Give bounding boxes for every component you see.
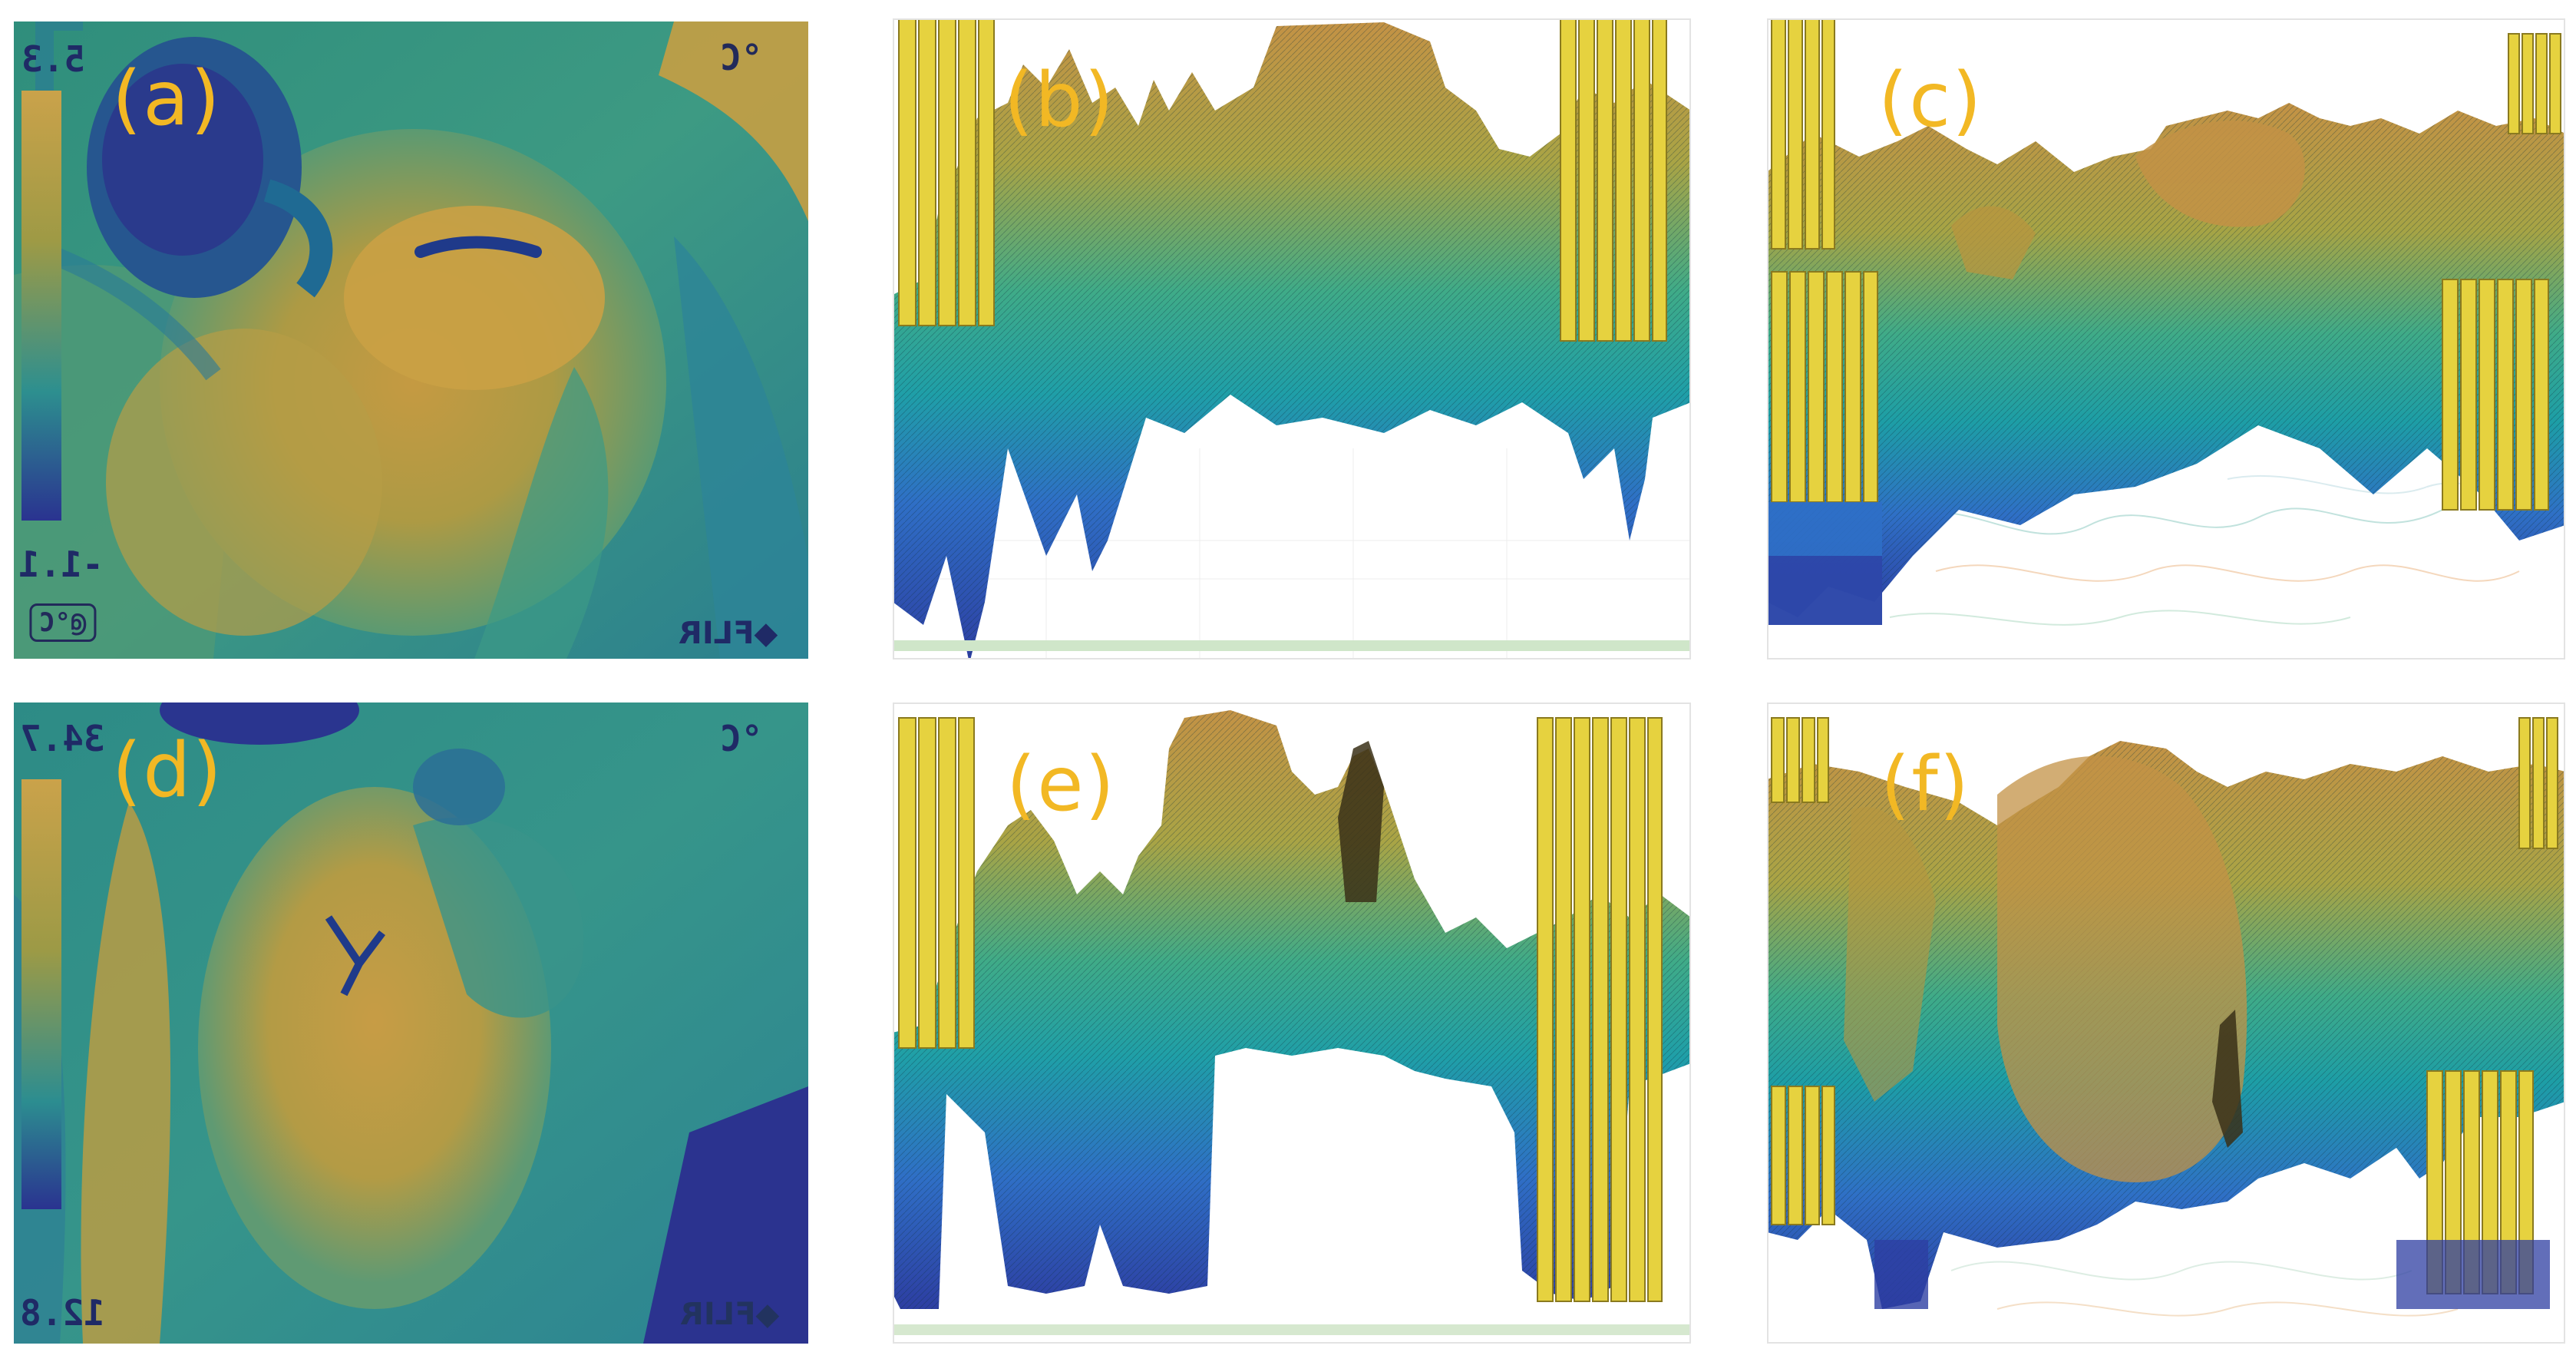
panel-label-c: (c): [1878, 57, 1983, 144]
scale-max-value: 5.3: [21, 38, 86, 80]
flir-logo: ◆FLIR: [679, 616, 778, 651]
surface-plot-e: [893, 702, 1691, 1344]
thermal-image-a: [14, 21, 808, 659]
temperature-scale-bar: [21, 779, 61, 1209]
panel-label-e: (e): [1006, 741, 1116, 828]
panel-label-f: (f): [1881, 741, 1970, 828]
mode-box: @°C: [29, 603, 97, 642]
scale-max-value: 34.7: [20, 718, 105, 759]
panel-label-d: (d): [112, 727, 223, 815]
surface-plot-c: [1767, 18, 2565, 660]
flir-logo: ◆FLIR: [680, 1297, 780, 1332]
panel-label-b: (b): [1004, 57, 1115, 144]
temperature-scale-bar: [21, 91, 61, 521]
surface-plot-b: [893, 18, 1691, 660]
panel-e-surface-plot: (e): [893, 702, 1691, 1344]
panel-c-surface-plot: (c): [1767, 18, 2565, 660]
panel-a-thermal-image: 5.3 -1.1 °C @°C ◆FLIR (a): [14, 21, 808, 659]
panel-label-a: (a): [112, 55, 222, 143]
scale-min-value: 12.8: [20, 1292, 105, 1334]
unit-label: °C: [720, 718, 763, 759]
panel-b-surface-plot: (b): [893, 18, 1691, 660]
scale-min-value: -1.1: [18, 544, 104, 585]
surface-plot-f: [1767, 702, 2565, 1344]
unit-label: °C: [720, 37, 763, 78]
thermal-image-d: [14, 702, 808, 1344]
panel-d-thermal-image: 34.7 12.8 °C ◆FLIR (d): [14, 702, 808, 1344]
panel-f-surface-plot: (f): [1767, 702, 2565, 1344]
